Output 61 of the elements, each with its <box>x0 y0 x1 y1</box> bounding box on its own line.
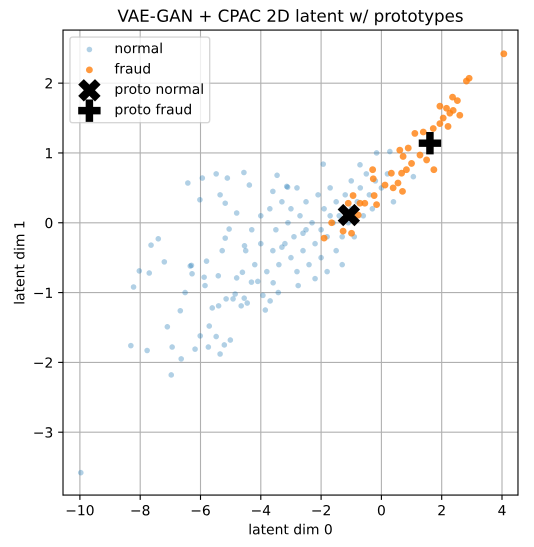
point <box>454 97 461 104</box>
point <box>370 192 378 199</box>
point <box>500 50 508 58</box>
x-tick-label: −2 <box>312 505 330 516</box>
point <box>350 192 356 199</box>
x-tick-label: −6 <box>192 505 210 516</box>
point <box>420 128 427 136</box>
point <box>396 146 404 154</box>
point <box>411 130 418 137</box>
point <box>466 74 473 82</box>
point <box>436 102 444 110</box>
x-tick-label: 4 <box>498 505 506 516</box>
y-axis-title: latent dim 1 <box>14 222 25 304</box>
point <box>404 144 412 152</box>
point <box>450 106 457 114</box>
point <box>340 228 347 235</box>
x-tick-label: −8 <box>131 505 150 516</box>
y-tick-label: −3 <box>34 427 52 438</box>
y-tick-label: −1 <box>34 288 52 298</box>
y-tick-label: 0 <box>45 218 52 228</box>
point <box>399 188 406 195</box>
point <box>400 153 407 160</box>
point <box>430 125 437 132</box>
point <box>373 201 380 208</box>
point <box>320 234 328 242</box>
point <box>430 166 438 174</box>
point <box>369 166 376 174</box>
point <box>394 180 402 186</box>
point <box>449 94 456 101</box>
point <box>403 166 410 174</box>
point <box>443 104 450 112</box>
point <box>390 184 397 192</box>
x-tick-label: −10 <box>66 505 94 516</box>
point <box>416 152 424 158</box>
y-tick-label: −2 <box>34 357 52 368</box>
x-tick-label: 0 <box>378 505 385 516</box>
point <box>370 175 377 182</box>
point <box>418 132 442 154</box>
legend-label: proto normal <box>116 83 203 97</box>
legend-label: fraud <box>114 62 150 74</box>
point <box>444 123 452 130</box>
point <box>456 112 464 119</box>
point <box>436 120 444 128</box>
point <box>338 204 360 226</box>
x-tick-label: −4 <box>252 505 270 516</box>
point <box>440 114 447 122</box>
legend-label: normal <box>116 42 162 54</box>
point <box>356 200 364 207</box>
point <box>382 182 388 188</box>
point <box>388 170 395 177</box>
point <box>348 230 355 237</box>
y-tick-label: 1 <box>46 148 52 158</box>
x-axis-title: latent dim 0 <box>250 524 332 535</box>
x-tick-label: 2 <box>438 505 445 516</box>
point <box>423 156 430 164</box>
point <box>344 200 352 207</box>
point <box>398 170 405 177</box>
y-tick-label: 2 <box>45 78 52 88</box>
chart-title: VAE-GAN + CPAC 2D latent w/ prototypes <box>118 9 463 26</box>
point <box>408 160 415 167</box>
legend-label: proto fraud <box>116 104 191 118</box>
